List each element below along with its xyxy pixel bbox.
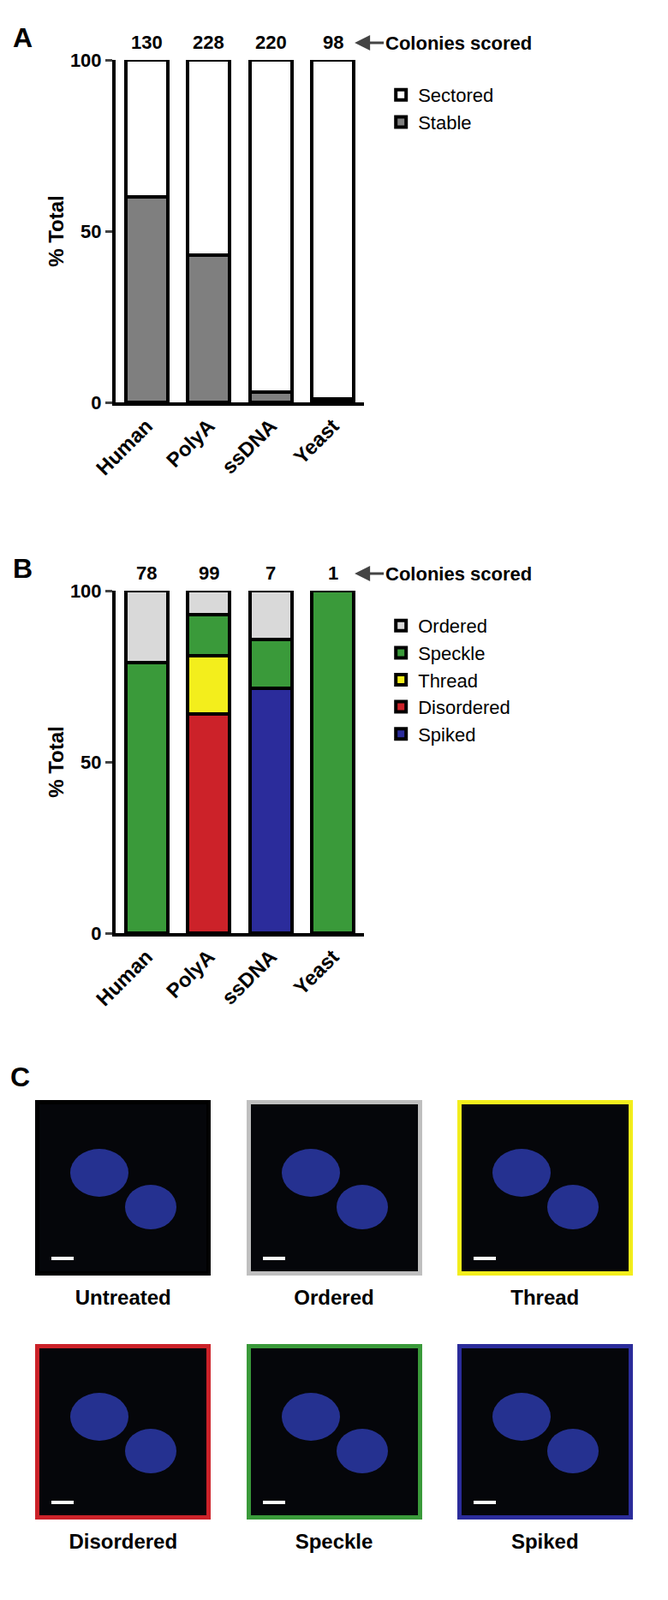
svg-text:Speckle: Speckle [417,643,485,665]
svg-text:PolyA: PolyA [161,945,220,1003]
html-text:Disordered: Disordered [68,1530,178,1554]
svg-text:228: 228 [192,31,225,54]
svg-text:50: 50 [80,751,102,774]
svg-text:130: 130 [131,31,163,54]
svg-text:0: 0 [90,392,102,414]
svg-text:Human: Human [91,414,158,481]
html-text:Spiked: Spiked [511,1530,579,1554]
html-text:C: C [10,1061,31,1093]
svg-text:100: 100 [70,49,102,72]
svg-text:Colonies scored: Colonies scored [385,32,532,54]
svg-text:98: 98 [322,31,344,54]
svg-text:ssDNA: ssDNA [217,414,282,479]
svg-text:ssDNA: ssDNA [217,945,282,1010]
html-text:Thread: Thread [510,1286,580,1310]
svg-text:1: 1 [328,562,339,585]
svg-text:Yeast: Yeast [288,414,343,469]
svg-text:A: A [12,22,33,54]
html-text:Untreated: Untreated [75,1286,172,1310]
svg-text:Spiked: Spiked [417,724,476,746]
svg-text:50: 50 [80,220,102,243]
svg-text:Colonies scored: Colonies scored [385,563,532,585]
svg-text:0: 0 [90,923,102,945]
svg-text:Yeast: Yeast [288,945,343,1000]
svg-text:Sectored: Sectored [417,84,494,107]
svg-text:PolyA: PolyA [161,414,220,472]
svg-text:B: B [12,553,33,585]
html-text:Speckle: Speckle [295,1530,373,1554]
html-text:Ordered: Ordered [294,1286,374,1310]
svg-text:Stable: Stable [417,112,472,134]
svg-text:99: 99 [198,562,220,585]
svg-text:78: 78 [136,562,157,585]
svg-text:220: 220 [255,31,287,54]
svg-text:Thread: Thread [417,670,478,692]
svg-text:% Total: % Total [44,195,68,268]
svg-text:100: 100 [70,580,102,603]
svg-text:% Total: % Total [44,726,68,799]
svg-text:7: 7 [265,562,276,585]
svg-text:Human: Human [91,945,158,1012]
svg-text:Ordered: Ordered [417,615,488,638]
svg-text:Disordered: Disordered [417,697,511,719]
